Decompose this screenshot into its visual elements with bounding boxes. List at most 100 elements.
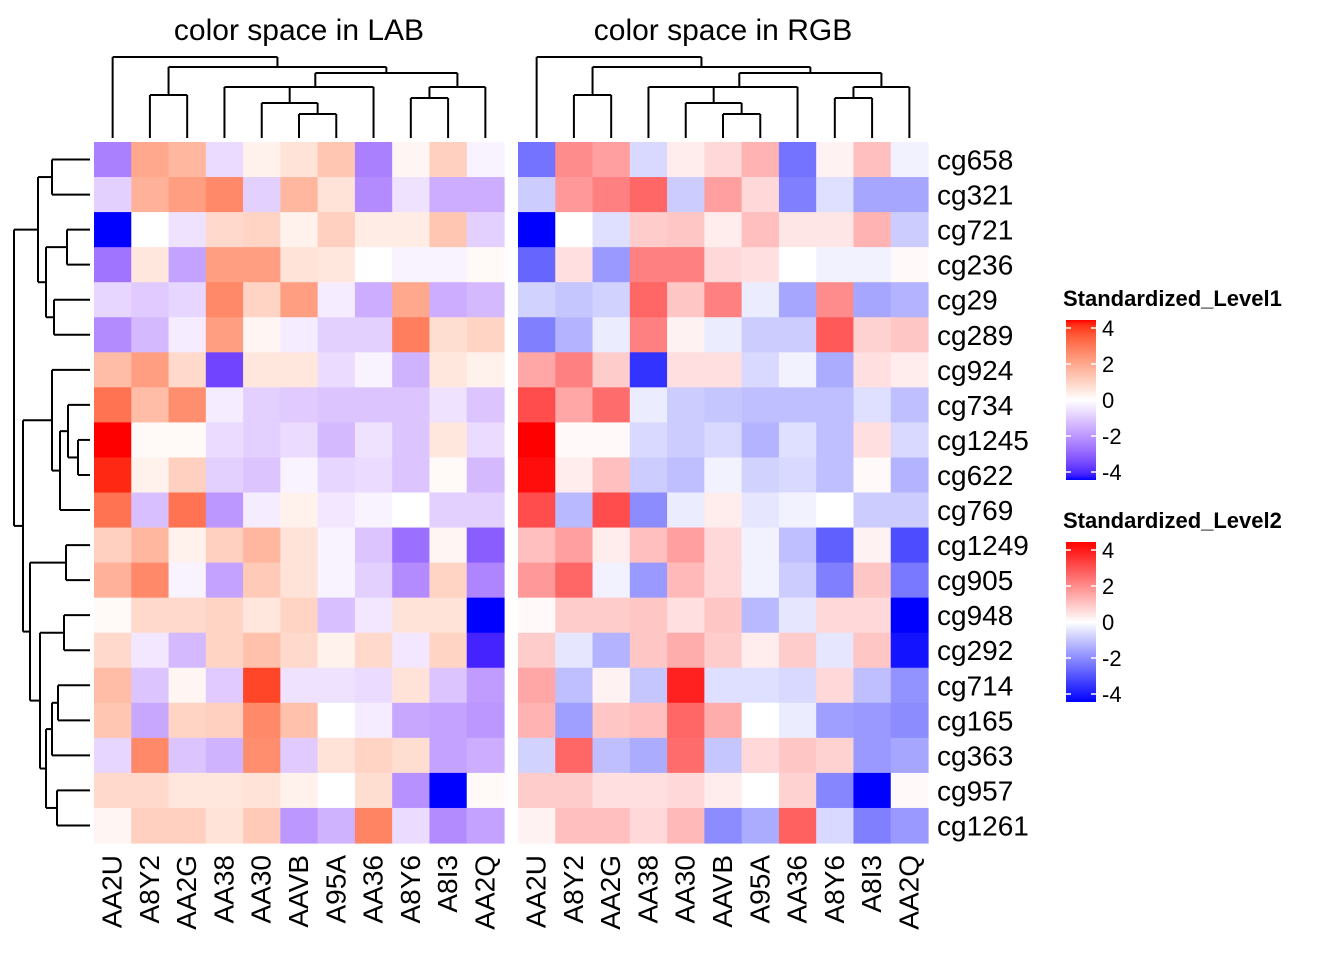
heatmap-cell [94, 352, 132, 388]
heatmap-cell [667, 422, 705, 459]
heatmap-cell [518, 667, 556, 704]
heatmap-cell [741, 562, 780, 599]
heatmap-cell [429, 492, 468, 529]
heatmap-cell [280, 772, 319, 809]
heatmap-cell [280, 387, 319, 423]
heatmap-cell [168, 247, 207, 283]
heatmap-cell [518, 212, 556, 248]
heatmap-cell [741, 282, 780, 318]
heatmap-cell [518, 807, 556, 844]
heatmap-cell [94, 142, 132, 178]
heatmap-cell [778, 142, 817, 178]
heatmap-cell [592, 667, 631, 704]
heatmap-cell [704, 492, 743, 529]
heatmap-cell [205, 177, 244, 213]
heatmap-cell [890, 772, 929, 809]
heatmap-cell [667, 457, 705, 494]
heatmap-cell [890, 597, 929, 634]
heatmap-cell [518, 632, 556, 669]
heatmap-cell [354, 597, 393, 634]
heatmap-cell [816, 317, 855, 353]
heatmap-cell [555, 597, 594, 634]
heatmap-cell [667, 737, 705, 774]
heatmap-cell [317, 387, 356, 423]
heatmap-cell [392, 527, 431, 564]
heatmap-cell [354, 212, 393, 248]
heatmap-cell [392, 422, 431, 459]
heatmap-cell [778, 667, 817, 704]
heatmap-cell [667, 667, 705, 704]
heatmap-cell [741, 702, 780, 739]
heatmap-cell [741, 212, 780, 248]
row-label: cg622 [937, 460, 1013, 491]
heatmap-cell [131, 422, 170, 459]
heatmap-cell [131, 177, 170, 213]
heatmap-cell [168, 632, 207, 669]
legend-tick-label: -4 [1102, 682, 1122, 707]
heatmap-cell [853, 422, 892, 459]
heatmap-cell [168, 562, 207, 599]
column-label: AAVB [283, 855, 314, 928]
heatmap-cell [392, 317, 431, 353]
heatmap-cell [243, 772, 281, 809]
heatmap-cell [629, 667, 668, 704]
heatmap-cell [890, 492, 929, 529]
heatmap-cell [280, 177, 319, 213]
heatmap-cell [243, 457, 281, 494]
heatmap-cell [890, 317, 929, 353]
heatmap-cell [317, 667, 356, 704]
heatmap-cell [518, 317, 556, 353]
heatmap-cell [704, 142, 743, 178]
legend-tick-label: -2 [1102, 424, 1122, 449]
heatmap-cell [555, 737, 594, 774]
heatmap-cell [317, 352, 356, 388]
heatmap-cell [280, 737, 319, 774]
heatmap-cell [853, 247, 892, 283]
heatmap-cell [168, 807, 207, 844]
heatmap-cell [592, 772, 631, 809]
heatmap-cell [466, 352, 505, 388]
heatmap-cell [317, 142, 356, 178]
legend-title: Standardized_Level2 [1063, 508, 1282, 533]
heatmap-cell [392, 352, 431, 388]
heatmap-cell [168, 317, 207, 353]
legend-tick-label: 2 [1102, 352, 1114, 377]
heatmap-cell [741, 667, 780, 704]
heatmap-cell [704, 632, 743, 669]
heatmap-cell [890, 527, 929, 564]
heatmap-cell [392, 387, 431, 423]
heatmap-cell [853, 562, 892, 599]
heatmap-cell [466, 177, 505, 213]
column-label: A95A [744, 855, 775, 924]
heatmap-cell [94, 247, 132, 283]
heatmap-cell [555, 212, 594, 248]
heatmap-cell [778, 212, 817, 248]
heatmap-cell [853, 282, 892, 318]
heatmap-cell [131, 352, 170, 388]
heatmap-cell [205, 212, 244, 248]
heatmap-cell [555, 317, 594, 353]
row-label: cg1249 [937, 530, 1029, 561]
heatmap-cell [243, 632, 281, 669]
heatmap-cell [280, 807, 319, 844]
heatmap-cell [131, 282, 170, 318]
column-label: AAVB [707, 855, 738, 928]
heatmap-cell [778, 177, 817, 213]
heatmap-cell [205, 527, 244, 564]
heatmap-cell [555, 492, 594, 529]
legend-tick-label: 4 [1102, 538, 1114, 563]
heatmap-cell [243, 527, 281, 564]
heatmap-cell [317, 492, 356, 529]
heatmap-cell [704, 177, 743, 213]
heatmap-cell [243, 282, 281, 318]
heatmap-cell [778, 247, 817, 283]
heatmap-cell [853, 212, 892, 248]
heatmap-cell [778, 282, 817, 318]
heatmap-cell [853, 807, 892, 844]
heatmap-cell [354, 387, 393, 423]
heatmap-cell [131, 247, 170, 283]
heatmap-cell [629, 352, 668, 388]
heatmap-cell [280, 457, 319, 494]
heatmap-cell [704, 317, 743, 353]
row-label: cg957 [937, 775, 1013, 806]
